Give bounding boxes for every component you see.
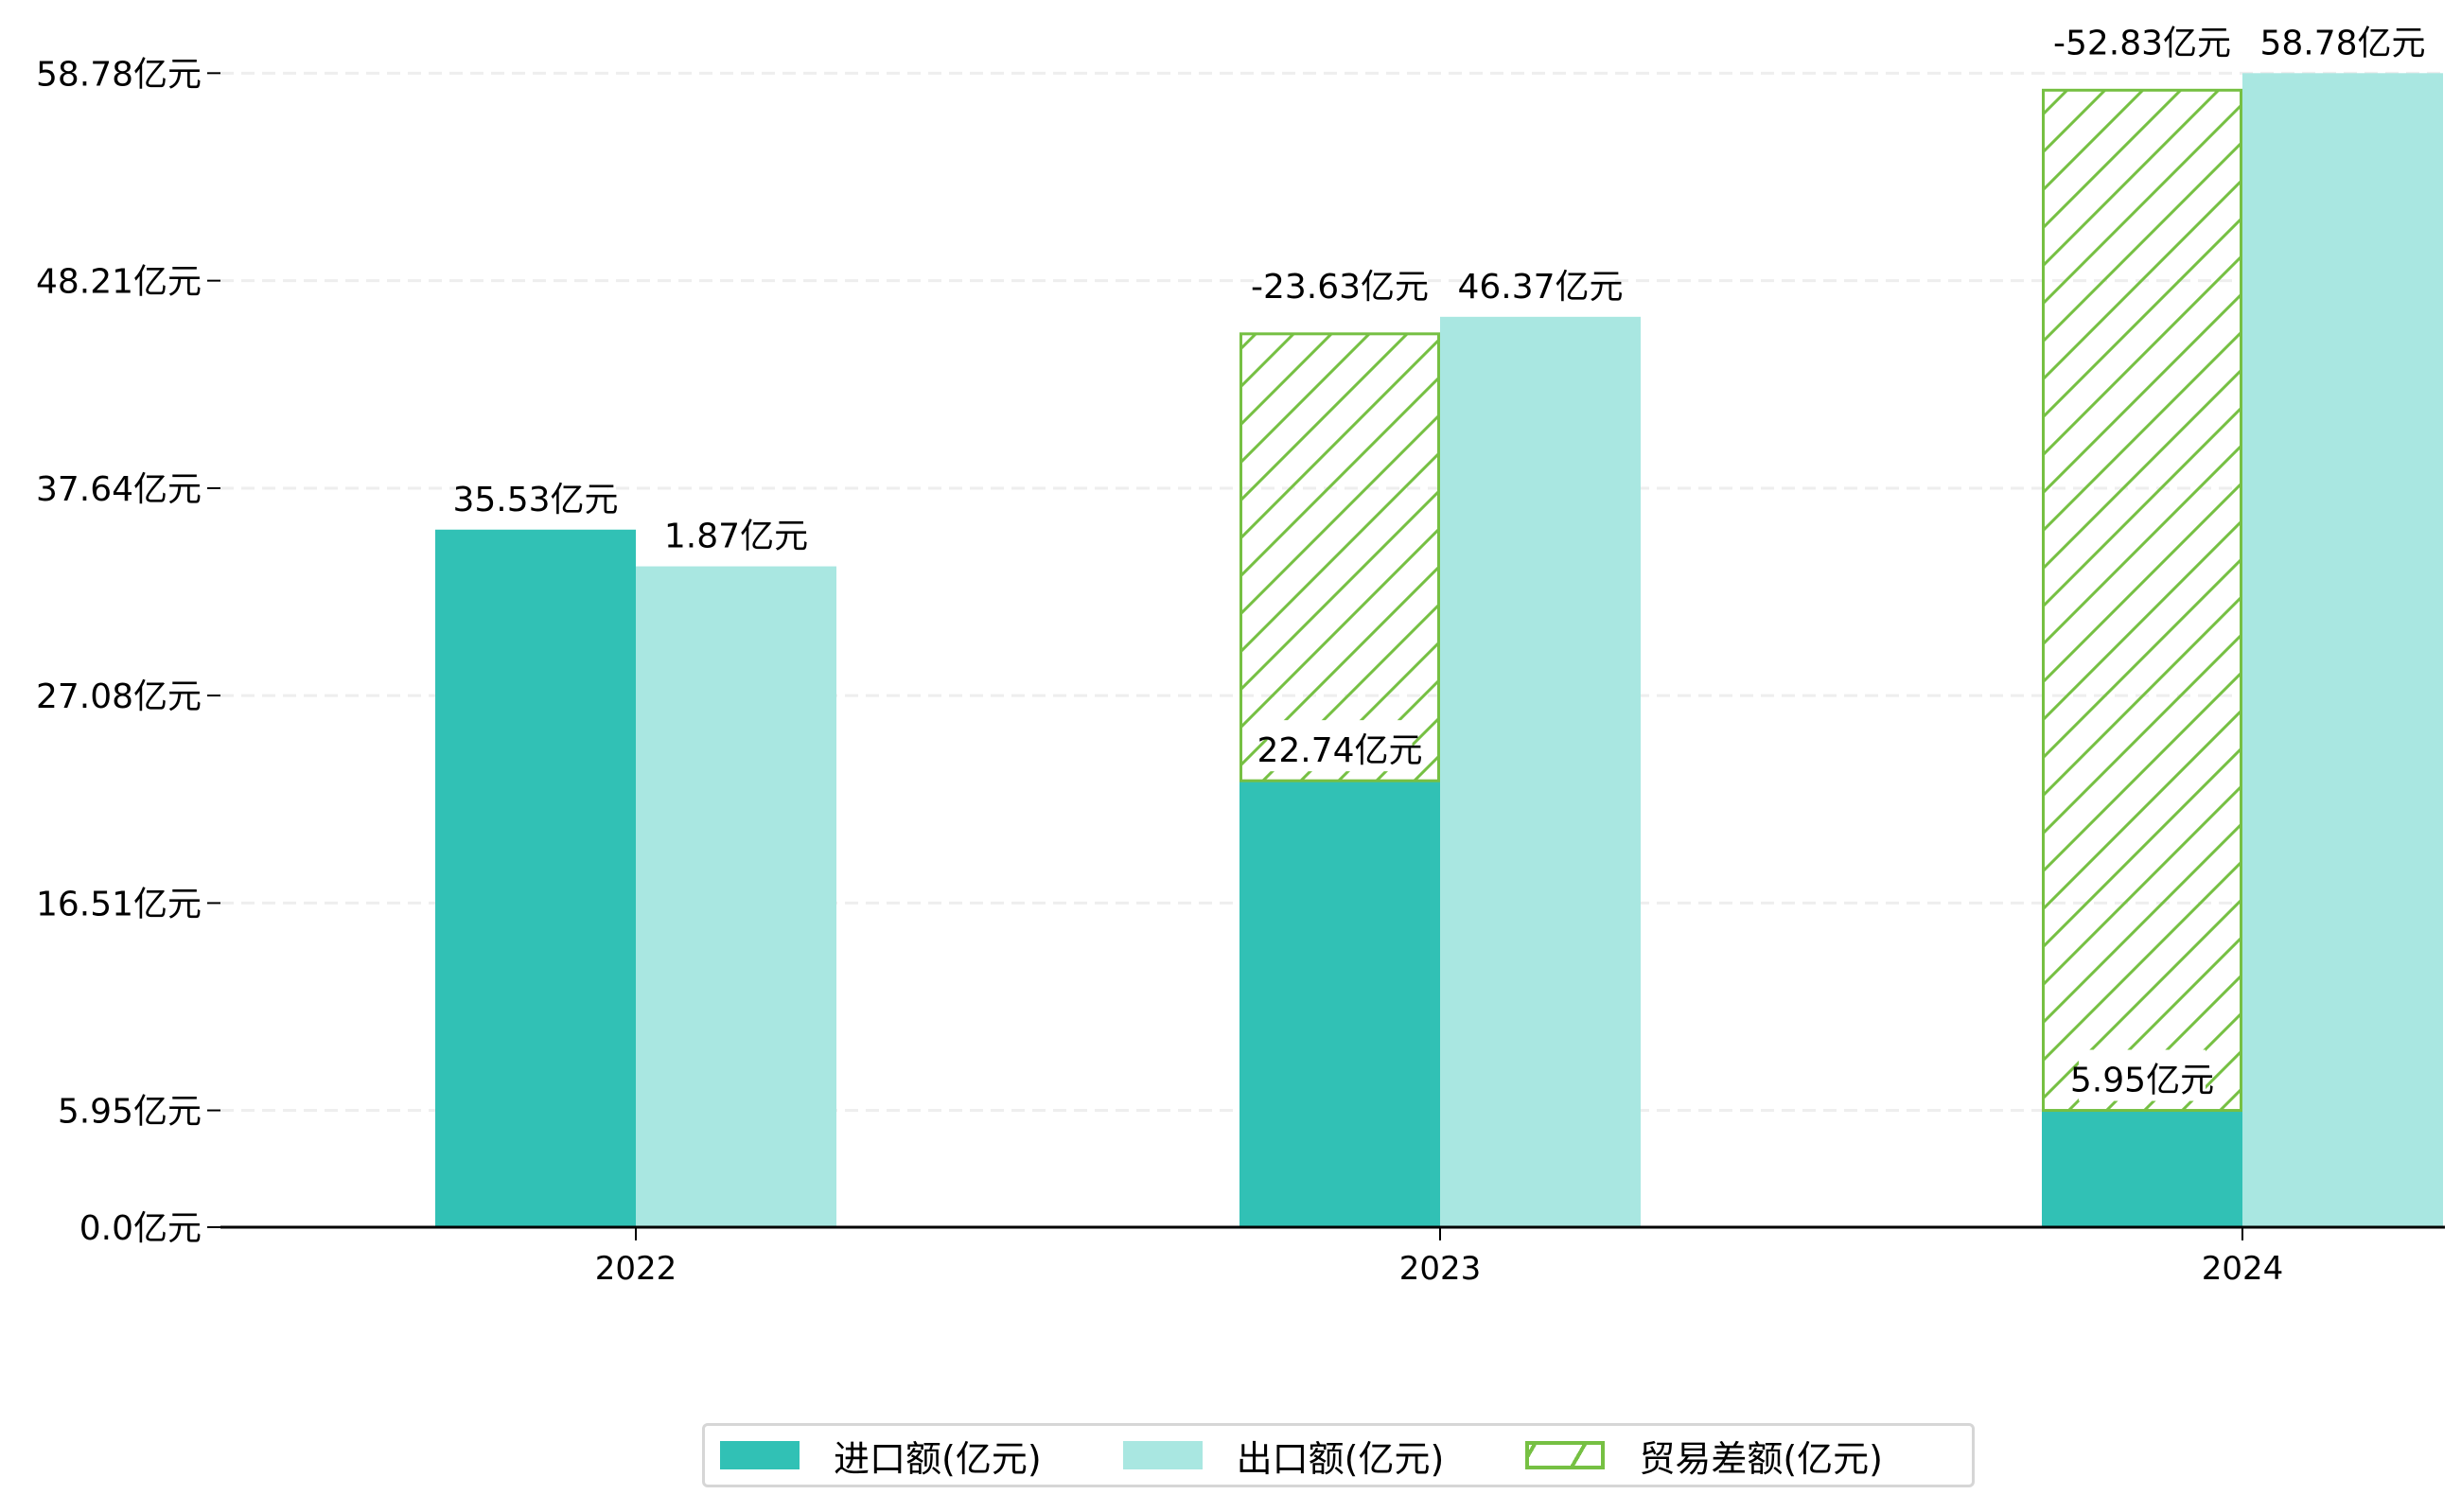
- y-tick-label: 5.95亿元: [58, 1093, 202, 1132]
- legend-item-balance: 贸易差额(亿元): [1525, 1430, 1883, 1482]
- y-tick-label: 27.08亿元: [36, 677, 202, 716]
- legend-item-export: 出口额(亿元): [1122, 1430, 1445, 1482]
- data-label: 46.37亿元: [1457, 268, 1623, 307]
- legend-label: 进口额(亿元): [834, 1437, 1042, 1480]
- data-label-background: [1468, 255, 1613, 308]
- y-tick-label: 58.78亿元: [36, 55, 202, 94]
- legend-label: 贸易差额(亿元): [1639, 1437, 1883, 1480]
- legend-swatch-export: [1122, 1441, 1203, 1469]
- import-bar: [1239, 781, 1440, 1227]
- data-label: -52.83亿元: [2053, 24, 2231, 62]
- data-label: 35.53亿元: [452, 481, 618, 519]
- import-bar: [2042, 1110, 2242, 1227]
- y-tick-label: 0.0亿元: [79, 1209, 202, 1248]
- data-label-background: [673, 505, 800, 557]
- data-label-background: [1267, 720, 1413, 772]
- import-bar: [435, 529, 636, 1227]
- data-label: 58.78亿元: [2259, 24, 2425, 62]
- data-label: 22.74亿元: [1257, 731, 1422, 770]
- data-label: -23.63亿元: [1251, 268, 1429, 307]
- export-bar: [2242, 73, 2443, 1228]
- data-label: 5.95亿元: [2070, 1062, 2214, 1100]
- data-label-background: [2061, 12, 2224, 64]
- legend: 进口额(亿元) 出口额(亿元) 贸易差额(亿元): [702, 1423, 1975, 1487]
- trade-balance-bar: [2042, 88, 2242, 1113]
- y-tick-label: 37.64亿元: [36, 470, 202, 509]
- legend-item-import: 进口额(亿元): [720, 1430, 1042, 1482]
- data-label: 1.87亿元: [664, 518, 808, 556]
- trade-balance-bar: [1239, 332, 1440, 782]
- x-tick-label: 2023: [1399, 1250, 1482, 1288]
- x-tick-label: 2022: [595, 1250, 677, 1288]
- export-bar: [636, 566, 836, 1227]
- data-label-background: [463, 468, 608, 520]
- data-label-background: [2270, 12, 2416, 64]
- data-label-background: [1258, 255, 1421, 308]
- legend-swatch-import: [720, 1441, 800, 1469]
- y-tick-label: 16.51亿元: [36, 885, 202, 923]
- legend-label: 出口额(亿元): [1236, 1437, 1445, 1480]
- x-tick-label: 2024: [2202, 1250, 2284, 1288]
- export-bar: [1440, 316, 1641, 1227]
- legend-swatch-balance: [1525, 1441, 1606, 1469]
- y-tick-label: 48.21亿元: [36, 263, 202, 302]
- data-label-background: [2079, 1049, 2206, 1101]
